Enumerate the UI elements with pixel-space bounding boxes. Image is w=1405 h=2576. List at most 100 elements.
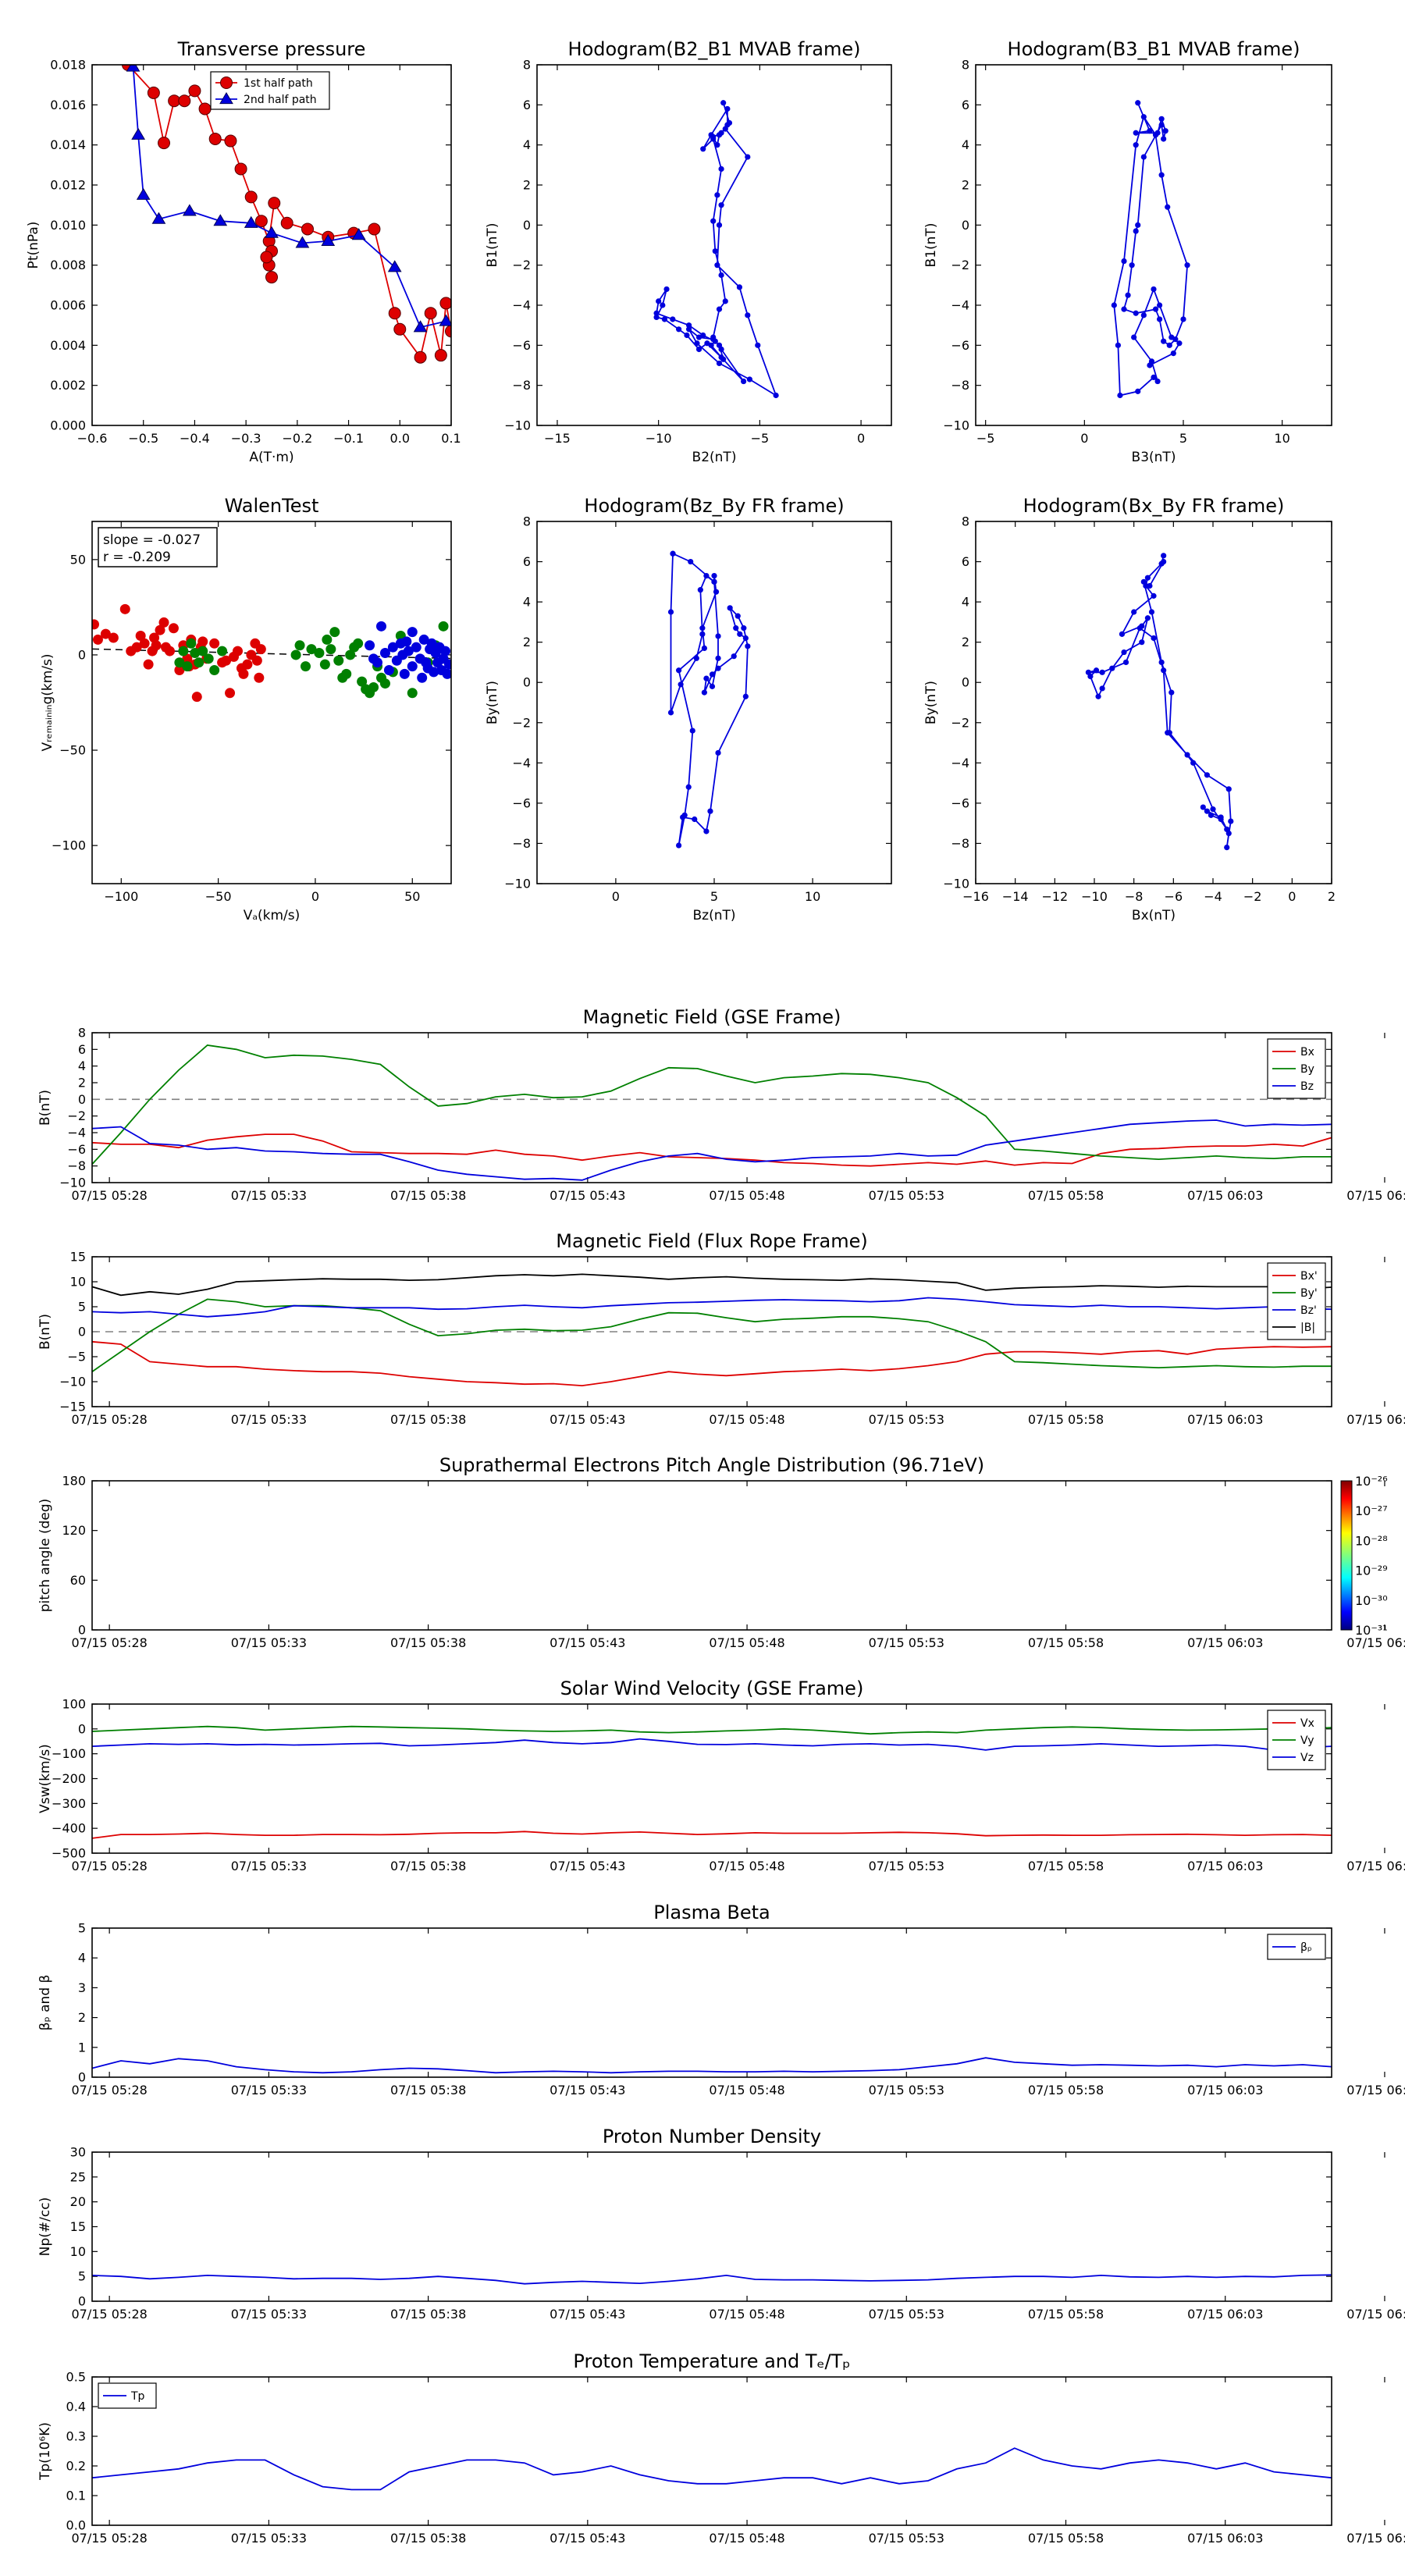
y-tick-label: −2 <box>951 258 969 272</box>
y-axis-label: Vᵣₑₘₐᵢₙᵢₙg(km/s) <box>40 653 55 751</box>
colorbar-tick-label: 10⁻²⁷ <box>1355 1503 1388 1518</box>
y-tick-label: 8 <box>962 58 969 73</box>
data-point <box>695 346 702 353</box>
data-point <box>718 346 724 353</box>
series-line <box>1113 102 1189 397</box>
plot-frame <box>91 1703 1332 1854</box>
time-tick-label: 07/15 06:03 <box>1187 1635 1263 1650</box>
data-point <box>375 621 386 632</box>
panel-4: Hodogram(Bz_By FR frame) −10 −8 −6 −4 −2 0 2 4 6 8… <box>485 495 892 923</box>
data-point <box>1161 558 1167 565</box>
time-tick-label: 07/15 05:53 <box>869 2083 944 2097</box>
data-point <box>126 646 137 656</box>
panel-3: WalenTest −100 −50 0 50 −100 −50 0 50 Vₐ(km/s) Vᵣₑ… <box>40 495 452 923</box>
data-point <box>1147 128 1153 134</box>
y-tick-label: 8 <box>78 1026 86 1041</box>
data-point <box>388 307 401 320</box>
data-point <box>188 84 201 98</box>
annotation-frame <box>98 527 218 568</box>
data-point <box>399 668 410 679</box>
y-tick-label: 1 <box>78 2040 86 2055</box>
time-tick-label: 07/15 05:53 <box>869 1188 944 1203</box>
data-point <box>1210 806 1216 813</box>
panel-title: Hodogram(Bx_By FR frame) <box>1023 495 1285 517</box>
plot-area <box>92 2057 1332 2074</box>
legend-label: 2nd half path <box>244 94 317 106</box>
x-tick-label: −50 <box>205 889 232 904</box>
y-tick-label: −4 <box>951 298 969 313</box>
y-tick-label: 0.002 <box>50 378 86 393</box>
data-point <box>1135 222 1141 228</box>
data-point <box>709 683 716 689</box>
data-point <box>1200 804 1206 810</box>
data-point <box>1144 615 1151 621</box>
time-tick-label: 07/15 06:08 <box>1346 1188 1405 1203</box>
y-tick-label: 0 <box>78 2070 86 2085</box>
data-point <box>143 659 154 670</box>
data-point <box>126 65 140 72</box>
data-point <box>92 634 103 645</box>
data-point <box>1121 258 1127 265</box>
data-point <box>1170 350 1176 357</box>
data-point <box>697 587 703 593</box>
y-tick-label: 0.0 <box>66 2518 86 2533</box>
data-point <box>1099 669 1105 675</box>
legend: 1st half path 2nd half path <box>210 71 330 110</box>
data-point <box>660 302 666 308</box>
r-label: r = -0.209 <box>103 550 171 565</box>
legend-label: |B| <box>1300 1322 1315 1334</box>
annotation-box: slope = -0.027 r = -0.209 <box>98 527 218 568</box>
y-tick-label: 6 <box>962 554 969 569</box>
time-tick-label: 07/15 05:58 <box>1028 1412 1104 1427</box>
y-tick-label: 6 <box>523 98 531 112</box>
data-point <box>1121 306 1127 312</box>
data-point <box>1225 786 1232 792</box>
data-point <box>1119 631 1126 637</box>
data-point <box>265 226 279 238</box>
time-tick-label: 07/15 05:48 <box>709 2307 784 2322</box>
data-point <box>1151 286 1157 293</box>
y-tick-label: 5 <box>78 2269 86 2284</box>
data-point <box>232 646 243 656</box>
data-point <box>735 613 741 619</box>
data-point <box>1140 114 1147 120</box>
plot-area <box>122 65 451 364</box>
data-point <box>244 190 258 204</box>
series-line <box>92 1133 1332 1167</box>
series-line <box>92 1340 1332 1387</box>
time-tick-label: 07/15 05:43 <box>550 2307 625 2322</box>
legend-label: Vy <box>1300 1735 1314 1747</box>
y-tick-label: 0.2 <box>66 2459 86 2474</box>
time-tick-label: 07/15 05:58 <box>1028 1635 1104 1650</box>
data-point <box>1133 142 1139 148</box>
time-tick-label: 07/15 05:43 <box>550 1635 625 1650</box>
panel-6: Magnetic Field (GSE Frame) −10 −8−6 −4 −202 4… <box>37 1006 1405 1203</box>
data-point <box>295 236 310 248</box>
data-point <box>718 165 724 173</box>
legend: βₚ <box>1267 1934 1326 1960</box>
x-tick-label: 2 <box>1328 889 1336 904</box>
plot-frame <box>91 64 452 426</box>
data-point <box>703 573 710 579</box>
y-axis-label: By(nT) <box>485 681 500 724</box>
data-point <box>158 137 170 150</box>
y-tick-label: 120 <box>62 1523 86 1538</box>
data-point <box>213 214 228 226</box>
panel-title: WalenTest <box>225 495 319 517</box>
colorbar-bar <box>1340 1480 1353 1631</box>
data-point <box>1228 818 1234 824</box>
data-point <box>656 298 662 304</box>
data-point <box>387 642 398 653</box>
y-tick-label: 4 <box>523 137 531 152</box>
data-point <box>1095 693 1101 699</box>
time-tick-label: 07/15 05:33 <box>231 2531 307 2546</box>
y-tick-label: 6 <box>78 1042 86 1057</box>
data-point <box>714 192 720 198</box>
x-tick-label: 0 <box>1288 889 1296 904</box>
x-tick-label: −5 <box>751 431 770 446</box>
time-tick-label: 07/15 05:48 <box>709 2083 784 2097</box>
data-point <box>745 312 751 318</box>
data-point <box>1136 625 1143 632</box>
series-line <box>92 2274 1332 2285</box>
time-tick-label: 07/15 05:28 <box>72 2083 148 2097</box>
